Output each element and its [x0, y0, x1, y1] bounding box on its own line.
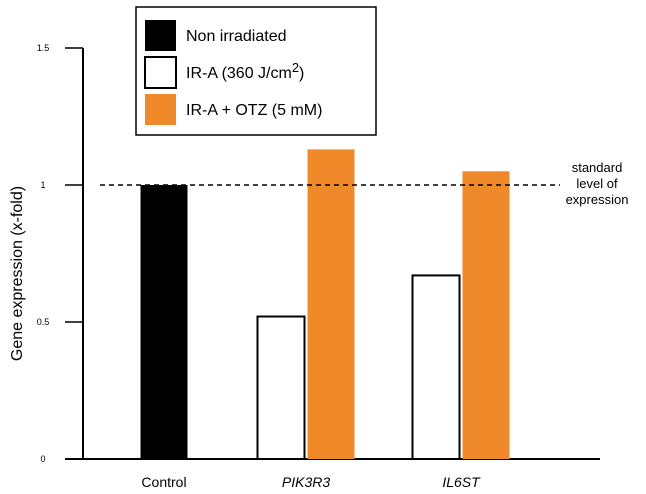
legend-label: IR-A (360 J/cm2): [186, 60, 304, 82]
bars: [140, 149, 510, 461]
bar-il6st-series-2: [411, 274, 461, 461]
bar-il6st-series-3: [462, 171, 510, 460]
x-category-label: Control: [141, 474, 186, 490]
reference-line-label: standard: [572, 160, 623, 175]
bar-pik3r3-series-2: [256, 315, 306, 460]
reference-line-label: expression: [566, 192, 629, 207]
legend-label-superscript: 2: [292, 60, 299, 75]
legend-label: Non irradiated: [186, 28, 287, 45]
reference-line-label: level of: [576, 176, 618, 191]
legend-label-suffix: ): [299, 65, 304, 82]
x-axis-labels: Control PIK3R3 IL6ST: [141, 474, 481, 490]
y-tick-label: 0: [40, 454, 45, 464]
legend-swatch: [144, 56, 177, 89]
bar-pik3r3-series-3: [307, 149, 355, 459]
y-axis-title: Gene expression (x-fold): [9, 186, 26, 361]
x-category-label: PIK3R3: [282, 474, 330, 490]
y-tick-label: 1.5: [37, 43, 50, 53]
legend-swatch: [145, 94, 176, 125]
x-category-label: IL6ST: [442, 474, 481, 490]
legend: Non irradiated IR-A (360 J/cm2) IR-A + OTZ…: [135, 6, 377, 136]
bar-control-series-1: [140, 185, 188, 459]
y-tick-label: 1: [40, 180, 45, 190]
y-tick-label: 0.5: [37, 317, 50, 327]
legend-label: IR-A + OTZ (5 mM): [186, 102, 322, 119]
legend-swatch: [145, 20, 176, 51]
